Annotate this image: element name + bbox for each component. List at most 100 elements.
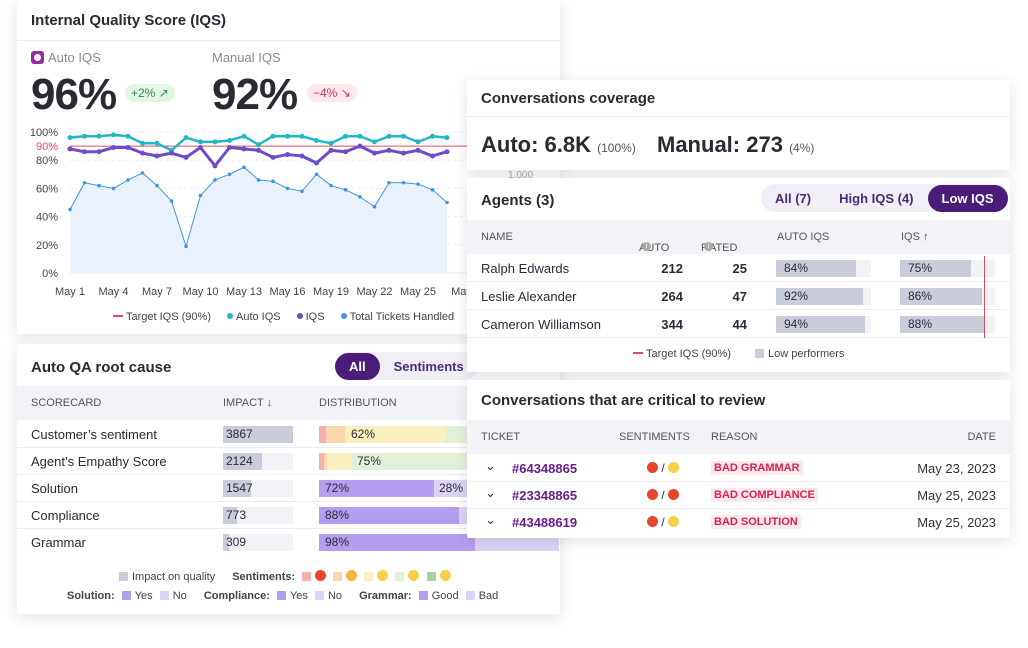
- data-point: [256, 147, 261, 153]
- data-point: [270, 133, 276, 139]
- col-reason[interactable]: REASON: [711, 431, 758, 443]
- root-legend-1: Impact on quality Sentiments:: [115, 570, 451, 583]
- col-sentiments[interactable]: SENTIMENTS: [619, 431, 690, 443]
- auto-iqs-bar: 92%: [776, 288, 871, 305]
- impact-fill: [223, 480, 251, 497]
- auto-iqs-delta-badge: +2% ↗: [125, 84, 175, 102]
- iqs-value: 86%: [908, 289, 933, 303]
- ticket-link[interactable]: #23348865: [512, 488, 578, 503]
- chevron-down-icon[interactable]: ⌄: [485, 512, 496, 527]
- tab-all[interactable]: All: [335, 352, 380, 380]
- impact-fill: [223, 534, 229, 551]
- iqs-bar: 75%: [900, 260, 995, 277]
- col-distribution[interactable]: DISTRIBUTION: [319, 397, 397, 409]
- iqs-fill: [900, 316, 984, 333]
- smile-face-icon: [408, 570, 420, 581]
- hidden-axis-label: 1,000: [508, 170, 534, 181]
- agent-row[interactable]: Cameron Williamson 344 44 94% 88%: [467, 310, 1010, 338]
- ticket-date: May 25, 2023: [917, 515, 996, 530]
- data-point: [430, 153, 435, 159]
- data-point: [227, 137, 232, 143]
- data-point: [415, 139, 421, 145]
- y-tick-label: 40%: [36, 212, 58, 224]
- agent-name: Cameron Williamson: [481, 317, 601, 332]
- table-row[interactable]: ⌄ #43488619 / BAD SOLUTION May 25, 2023: [467, 509, 1010, 536]
- data-point: [198, 139, 203, 145]
- impact-value: 309: [226, 535, 247, 549]
- col-auto-iqs[interactable]: AUTO IQS: [777, 231, 830, 243]
- critical-conversations-card: Conversations that are critical to revie…: [467, 380, 1010, 538]
- x-tick-label: May 4: [99, 286, 129, 298]
- table-row[interactable]: Agent’s Empathy Score 2124 75%: [17, 448, 560, 475]
- data-point: [126, 178, 130, 182]
- col-scorecard[interactable]: SCORECARD: [31, 397, 102, 409]
- data-point: [111, 132, 116, 138]
- coverage-manual: Manual: 273 (4%): [657, 132, 815, 157]
- coverage-auto: Auto: 6.8K (100%): [481, 132, 636, 157]
- ticket-link[interactable]: #64348865: [512, 461, 578, 476]
- data-point: [256, 142, 261, 148]
- neutral-face-icon: [668, 462, 680, 473]
- auto-iqs-fill: [776, 288, 864, 305]
- col-date[interactable]: DATE: [967, 431, 996, 443]
- sentiment-pair: /: [647, 488, 680, 502]
- impact-bar: 2124: [223, 453, 293, 470]
- data-point: [401, 133, 406, 139]
- data-point: [430, 133, 435, 139]
- data-point: [241, 133, 247, 139]
- data-point: [271, 179, 275, 184]
- x-tick-label: May 22: [356, 286, 392, 298]
- agent-rated: 25: [732, 261, 747, 276]
- data-point: [140, 150, 145, 156]
- table-row[interactable]: ⌄ #23348865 / BAD COMPLIANCE May 25, 202…: [467, 482, 1010, 509]
- tab-all-agents[interactable]: All (7): [775, 190, 812, 206]
- agent-row[interactable]: Ralph Edwards 212 25 84% 75%: [467, 254, 1010, 282]
- tab-high-iqs[interactable]: High IQS (4): [839, 190, 914, 206]
- data-point: [256, 178, 261, 182]
- root-cause-tabs: All Sentiments: [335, 352, 478, 380]
- auto-iqs-bar: 84%: [776, 260, 871, 277]
- x-tick-label: May 25: [400, 286, 436, 298]
- chevron-down-icon[interactable]: ⌄: [485, 485, 496, 500]
- data-point: [96, 133, 102, 139]
- data-point: [444, 149, 450, 155]
- data-point: [67, 135, 73, 141]
- info-icon[interactable]: i: [704, 242, 713, 251]
- col-iqs[interactable]: IQS ↑: [901, 231, 929, 243]
- x-tick-label: May 1: [55, 286, 85, 298]
- data-point: [227, 172, 232, 177]
- reason-badge: BAD COMPLIANCE: [711, 488, 818, 502]
- info-icon[interactable]: i: [642, 242, 651, 251]
- ticket-link[interactable]: #43488619: [512, 515, 578, 530]
- y-tick-label: 0%: [42, 268, 58, 280]
- impact-value: 2124: [226, 454, 253, 468]
- col-ticket[interactable]: TICKET: [481, 431, 521, 443]
- data-point: [343, 188, 348, 192]
- x-tick-label: May 7: [142, 286, 172, 298]
- manual-iqs-delta-badge: −4% ↘: [307, 84, 357, 102]
- tab-low-iqs[interactable]: Low IQS: [927, 184, 1008, 212]
- col-impact[interactable]: IMPACT ↓: [223, 397, 273, 409]
- table-row[interactable]: Compliance 773 88%: [17, 502, 560, 529]
- agent-row[interactable]: Leslie Alexander 264 47 92% 86%: [467, 282, 1010, 310]
- neutral-face-icon: [377, 570, 389, 581]
- agents-title: Agents (3): [481, 192, 555, 209]
- angry-face-icon: [647, 489, 658, 500]
- data-point: [154, 140, 160, 146]
- col-name[interactable]: NAME: [481, 231, 513, 243]
- scorecard-name: Compliance: [31, 508, 100, 523]
- iqs-bar: 86%: [900, 288, 995, 305]
- data-point: [343, 149, 348, 155]
- table-row[interactable]: Grammar 309 98%: [17, 529, 560, 556]
- coverage-card: Conversations coverage Auto: 6.8K (100%)…: [467, 80, 1010, 170]
- agents-card: Agents (3) All (7) High IQS (4) Low IQS …: [467, 178, 1010, 372]
- data-point: [111, 186, 116, 191]
- table-row[interactable]: ⌄ #64348865 / BAD GRAMMAR May 23, 2023: [467, 455, 1010, 482]
- tab-sentiments[interactable]: Sentiments: [393, 358, 464, 374]
- scorecard-name: Solution: [31, 481, 78, 496]
- data-point: [372, 204, 377, 209]
- data-point: [430, 188, 435, 192]
- impact-value: 3867: [226, 427, 253, 441]
- scorecard-name: Grammar: [31, 535, 86, 550]
- chevron-down-icon[interactable]: ⌄: [485, 458, 496, 473]
